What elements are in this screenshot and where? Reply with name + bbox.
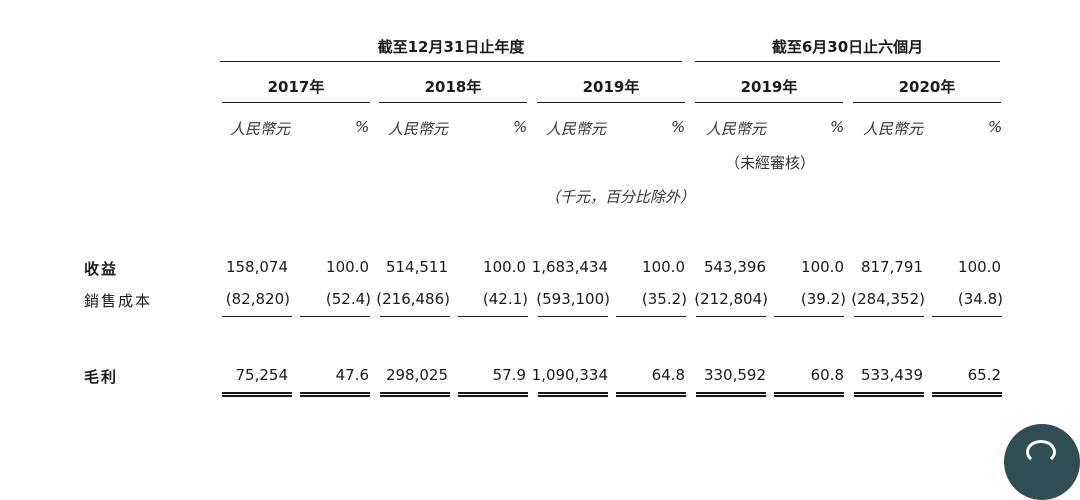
unit-pct-2019h: % <box>830 118 845 136</box>
cost-2019a-rmb: (593,100) <box>536 290 610 308</box>
cost-2019a-pct: (35.2) <box>641 290 687 308</box>
total-rule-2020h-rmb <box>854 392 924 397</box>
total-rule-2019a-pct <box>616 392 686 397</box>
year-2019-annual-rule <box>537 102 685 103</box>
revenue-2017-rmb: 158,074 <box>225 258 288 276</box>
gross-profit-2018-rmb: 298,025 <box>385 366 448 384</box>
subtotal-rule-2019a-rmb <box>538 316 608 317</box>
year-2018: 2018年 <box>424 78 482 96</box>
cost-2017-rmb: (82,820) <box>225 290 290 308</box>
total-rule-2019h-rmb <box>696 392 766 397</box>
year-2019-half: 2019年 <box>740 78 798 96</box>
row-label-cost-of-sales: 銷售成本 <box>84 292 153 310</box>
unit-pct-2018: % <box>513 118 528 136</box>
cost-2020h-pct: (34.8) <box>957 290 1003 308</box>
total-rule-2018-rmb <box>380 392 450 397</box>
cost-2017-pct: (52.4) <box>325 290 371 308</box>
gross-profit-2020h-rmb: 533,439 <box>860 366 923 384</box>
gross-profit-2020h-pct: 65.2 <box>967 366 1001 384</box>
unit-rmb-2017: 人民幣元 <box>230 120 291 138</box>
total-rule-2017-pct <box>300 392 370 397</box>
gross-profit-2017-rmb: 75,254 <box>235 366 289 384</box>
header-half-group: 截至6月30日止六個月 <box>771 38 924 56</box>
gross-profit-2019a-rmb: 1,090,334 <box>531 366 608 384</box>
cost-2018-rmb: (216,486) <box>376 290 450 308</box>
gross-profit-2019h-pct: 60.8 <box>810 366 844 384</box>
share-icon[interactable] <box>1004 424 1080 500</box>
year-2017-rule <box>222 102 370 103</box>
subtotal-rule-2017-rmb <box>222 316 292 317</box>
gross-profit-2017-pct: 47.6 <box>335 366 369 384</box>
cost-2019h-pct: (39.2) <box>800 290 846 308</box>
subtotal-rule-2019a-pct <box>616 316 686 317</box>
unaudited-note: （未經審核） <box>725 154 816 172</box>
gross-profit-2019h-rmb: 330,592 <box>703 366 766 384</box>
revenue-2019a-rmb: 1,683,434 <box>531 258 608 276</box>
revenue-2019h-rmb: 543,396 <box>703 258 766 276</box>
share-arrow-glyph <box>1026 440 1056 464</box>
total-rule-2017-rmb <box>222 392 292 397</box>
unit-rmb-2020h: 人民幣元 <box>863 120 924 138</box>
total-rule-2019a-rmb <box>538 392 608 397</box>
unit-rmb-2018: 人民幣元 <box>388 120 449 138</box>
revenue-2020h-rmb: 817,791 <box>860 258 923 276</box>
year-2018-rule <box>379 102 527 103</box>
year-2019-annual: 2019年 <box>582 78 640 96</box>
revenue-2018-pct: 100.0 <box>483 258 526 276</box>
gross-profit-2018-pct: 57.9 <box>492 366 526 384</box>
subtotal-rule-2018-rmb <box>380 316 450 317</box>
subtotal-rule-2020h-rmb <box>854 316 924 317</box>
unit-pct-2019a: % <box>671 118 686 136</box>
revenue-2019h-pct: 100.0 <box>801 258 844 276</box>
revenue-2020h-pct: 100.0 <box>958 258 1001 276</box>
subtotal-rule-2019h-pct <box>774 316 844 317</box>
unit-rmb-2019h: 人民幣元 <box>706 120 767 138</box>
subtotal-rule-2019h-rmb <box>696 316 766 317</box>
total-rule-2018-pct <box>458 392 528 397</box>
year-2019-half-rule <box>695 102 843 103</box>
header-half-rule <box>695 61 1000 62</box>
cost-2020h-rmb: (284,352) <box>851 290 925 308</box>
unit-pct-2017: % <box>355 118 370 136</box>
subtotal-rule-2017-pct <box>300 316 370 317</box>
thousands-note: （千元，百分比除外） <box>545 188 696 206</box>
revenue-2017-pct: 100.0 <box>326 258 369 276</box>
year-2017: 2017年 <box>267 78 325 96</box>
year-2020-half: 2020年 <box>898 78 956 96</box>
subtotal-rule-2020h-pct <box>932 316 1002 317</box>
row-label-revenue: 收益 <box>84 260 119 278</box>
total-rule-2019h-pct <box>774 392 844 397</box>
unit-rmb-2019a: 人民幣元 <box>546 120 607 138</box>
row-label-gross-profit: 毛利 <box>84 368 119 386</box>
total-rule-2020h-pct <box>932 392 1002 397</box>
subtotal-rule-2018-pct <box>458 316 528 317</box>
revenue-2019a-pct: 100.0 <box>642 258 685 276</box>
year-2020-half-rule <box>853 102 1001 103</box>
header-annual-group: 截至12月31日止年度 <box>377 38 525 56</box>
unit-pct-2020h: % <box>988 118 1003 136</box>
header-annual-rule <box>220 61 682 62</box>
cost-2019h-rmb: (212,804) <box>694 290 768 308</box>
gross-profit-2019a-pct: 64.8 <box>651 366 685 384</box>
cost-2018-pct: (42.1) <box>482 290 528 308</box>
revenue-2018-rmb: 514,511 <box>385 258 448 276</box>
